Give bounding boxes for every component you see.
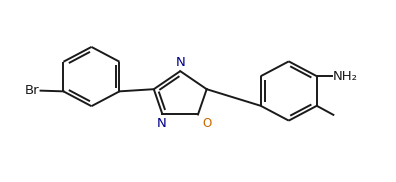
Text: O: O xyxy=(203,117,212,130)
Text: Br: Br xyxy=(25,84,40,97)
Text: NH₂: NH₂ xyxy=(333,70,358,83)
Text: N: N xyxy=(176,56,186,69)
Text: N: N xyxy=(157,117,167,130)
